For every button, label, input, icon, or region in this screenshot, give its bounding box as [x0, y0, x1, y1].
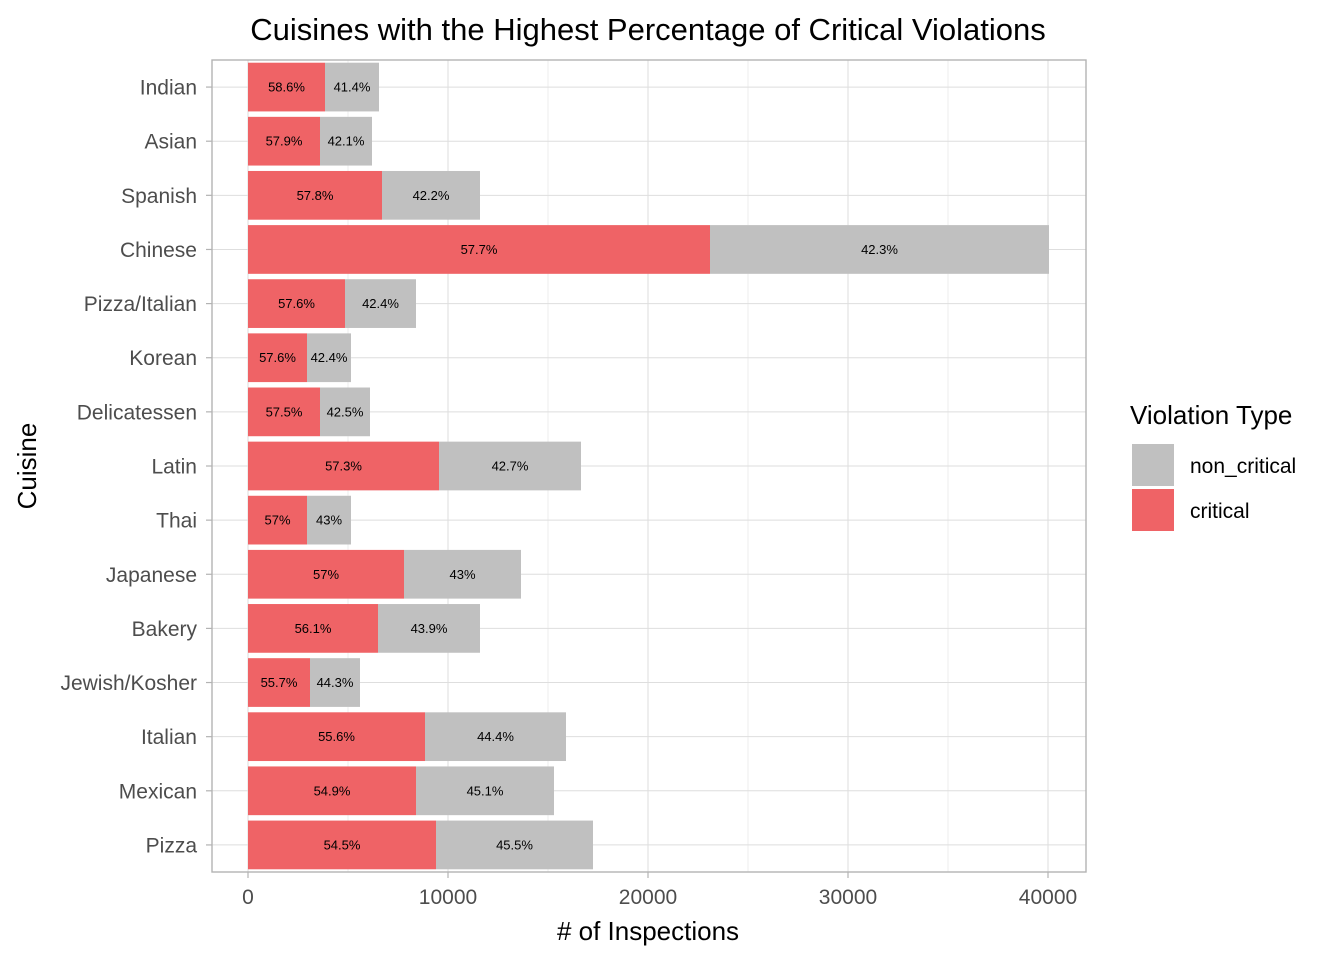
legend-label: non_critical: [1190, 455, 1296, 478]
bar-label: 54.5%: [324, 837, 361, 852]
bar-critical: [248, 62, 325, 112]
bar-non-critical: [416, 766, 554, 816]
bar-critical: [248, 387, 320, 437]
x-axis-ticks: 0 10000 20000 30000 40000: [242, 872, 1077, 909]
y-tick-label: Italian: [141, 726, 197, 749]
bar-critical: [248, 495, 307, 545]
bar-critical: [248, 820, 436, 870]
y-tick-label: Thai: [156, 510, 197, 533]
bar-label: 42.7%: [492, 459, 529, 474]
legend-swatch-non-critical: [1132, 444, 1174, 486]
y-tick-label: Pizza/Italian: [84, 293, 197, 316]
bar-label: 57.6%: [259, 350, 296, 365]
y-tick-label: Pizza: [146, 834, 198, 857]
bar-label: 55.6%: [318, 729, 355, 744]
bar-label: 42.2%: [413, 188, 450, 203]
bar-critical: [248, 333, 307, 383]
bar-critical: [248, 658, 310, 707]
bar-label: 57.3%: [325, 459, 362, 474]
y-tick-label: Jewish/Kosher: [60, 672, 197, 695]
bar-non-critical: [382, 170, 480, 220]
bar-non-critical: [310, 658, 360, 707]
bar-label: 57.6%: [278, 296, 315, 311]
bar-non-critical: [320, 387, 370, 437]
bar-critical: [248, 441, 439, 491]
bar-non-critical: [710, 225, 1049, 274]
y-axis-title: Cuisine: [12, 423, 42, 510]
x-tick-label: 30000: [819, 886, 877, 909]
x-axis-title: # of Inspections: [557, 916, 739, 946]
bar-label: 54.9%: [314, 783, 351, 798]
bar-critical: [248, 116, 320, 166]
x-tick-label: 10000: [419, 886, 477, 909]
bar-label: 57%: [313, 567, 339, 582]
legend-label: critical: [1190, 500, 1250, 523]
bar-label: 44.3%: [317, 675, 354, 690]
legend-title: Violation Type: [1130, 400, 1292, 430]
bar-label: 57.8%: [297, 188, 334, 203]
bar-non-critical: [325, 62, 379, 112]
bar-critical: [248, 549, 404, 599]
bar-non-critical: [307, 333, 351, 383]
bar-critical: [248, 604, 378, 653]
bar-label: 43%: [316, 513, 342, 528]
y-tick-label: Spanish: [121, 185, 197, 208]
bars: 58.6% 41.4% 57.9% 42.1% 57.8% 42.2% 57.7% 42.3%…: [248, 62, 1049, 870]
bar-label: 55.7%: [261, 675, 298, 690]
y-tick-label: Korean: [129, 347, 197, 370]
bar-label: 45.1%: [467, 783, 504, 798]
bar-non-critical: [345, 279, 416, 328]
y-tick-label: Asian: [144, 131, 197, 154]
y-tick-label: Delicatessen: [77, 401, 197, 424]
bar-critical: [248, 712, 425, 762]
bar-critical: [248, 279, 345, 328]
bar-label: 41.4%: [334, 80, 371, 95]
bar-critical: [248, 170, 382, 220]
x-tick-label: 0: [242, 886, 254, 909]
bar-non-critical: [404, 549, 521, 599]
y-axis-ticks: Indian Asian Spanish Chinese Pizza/Italian Ko…: [60, 77, 212, 857]
bar-critical: [248, 766, 416, 816]
bar-label: 57%: [264, 513, 290, 528]
y-tick-label: Chinese: [120, 239, 197, 262]
x-tick-label: 40000: [1019, 886, 1077, 909]
bar-label: 42.1%: [328, 134, 365, 149]
bar-label: 43.9%: [411, 621, 448, 636]
chart-title: Cuisines with the Highest Percentage of …: [250, 12, 1046, 47]
bar-label: 45.5%: [496, 837, 533, 852]
bar-label: 58.6%: [268, 80, 305, 95]
bar-non-critical: [378, 604, 480, 653]
bar-label: 57.5%: [266, 404, 303, 419]
bar-critical: [248, 225, 710, 274]
bar-non-critical: [439, 441, 581, 491]
bar-label: 43%: [449, 567, 475, 582]
bar-label: 57.7%: [461, 242, 498, 257]
bar-label: 42.5%: [327, 404, 364, 419]
bar-non-critical: [320, 116, 372, 166]
bar-label: 42.4%: [362, 296, 399, 311]
bar-label: 57.9%: [266, 134, 303, 149]
bar-label: 44.4%: [477, 729, 514, 744]
bar-non-critical: [425, 712, 566, 762]
bar-label: 42.4%: [311, 350, 348, 365]
bar-non-critical: [307, 495, 351, 545]
y-tick-label: Indian: [140, 77, 197, 100]
y-tick-label: Mexican: [119, 780, 197, 803]
bar-non-critical: [436, 820, 593, 870]
y-tick-label: Japanese: [106, 564, 197, 587]
legend-swatch-critical: [1132, 489, 1174, 531]
legend-items: non_critical critical: [1132, 444, 1296, 531]
legend: Violation Type non_critical critical: [1130, 400, 1296, 531]
y-tick-label: Bakery: [132, 618, 198, 641]
y-tick-label: Latin: [151, 456, 197, 479]
bar-label: 42.3%: [861, 242, 898, 257]
bar-label: 56.1%: [295, 621, 332, 636]
x-tick-label: 20000: [619, 886, 677, 909]
